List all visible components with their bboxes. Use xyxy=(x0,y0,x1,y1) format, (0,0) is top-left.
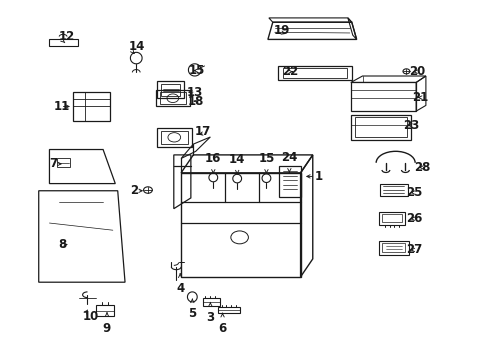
Text: 11: 11 xyxy=(53,100,69,113)
Text: 24: 24 xyxy=(281,151,297,164)
Text: 7: 7 xyxy=(49,157,58,170)
Text: 18: 18 xyxy=(188,95,204,108)
Text: 14: 14 xyxy=(128,40,144,53)
Text: 5: 5 xyxy=(188,307,196,320)
Text: 23: 23 xyxy=(402,119,418,132)
Text: 8: 8 xyxy=(58,238,66,251)
Text: 16: 16 xyxy=(204,152,221,165)
Text: 20: 20 xyxy=(408,65,424,78)
Text: 1: 1 xyxy=(314,170,322,183)
Text: 28: 28 xyxy=(413,161,430,174)
Text: 22: 22 xyxy=(282,65,298,78)
Text: 15: 15 xyxy=(258,152,274,165)
Text: 14: 14 xyxy=(228,153,245,166)
Text: 27: 27 xyxy=(406,243,422,256)
Text: 15: 15 xyxy=(189,64,205,77)
Text: 6: 6 xyxy=(218,321,226,335)
Text: 17: 17 xyxy=(195,125,211,138)
Text: 3: 3 xyxy=(206,311,214,324)
Text: 4: 4 xyxy=(176,282,184,295)
Bar xyxy=(57,158,70,167)
Text: 10: 10 xyxy=(82,310,99,324)
Text: 25: 25 xyxy=(405,186,422,199)
Text: 26: 26 xyxy=(405,212,422,225)
Text: 13: 13 xyxy=(186,86,203,99)
Text: 19: 19 xyxy=(273,24,289,37)
Text: 9: 9 xyxy=(102,321,111,335)
Text: 12: 12 xyxy=(58,30,74,43)
Text: 2: 2 xyxy=(130,184,138,197)
Text: 21: 21 xyxy=(412,91,428,104)
